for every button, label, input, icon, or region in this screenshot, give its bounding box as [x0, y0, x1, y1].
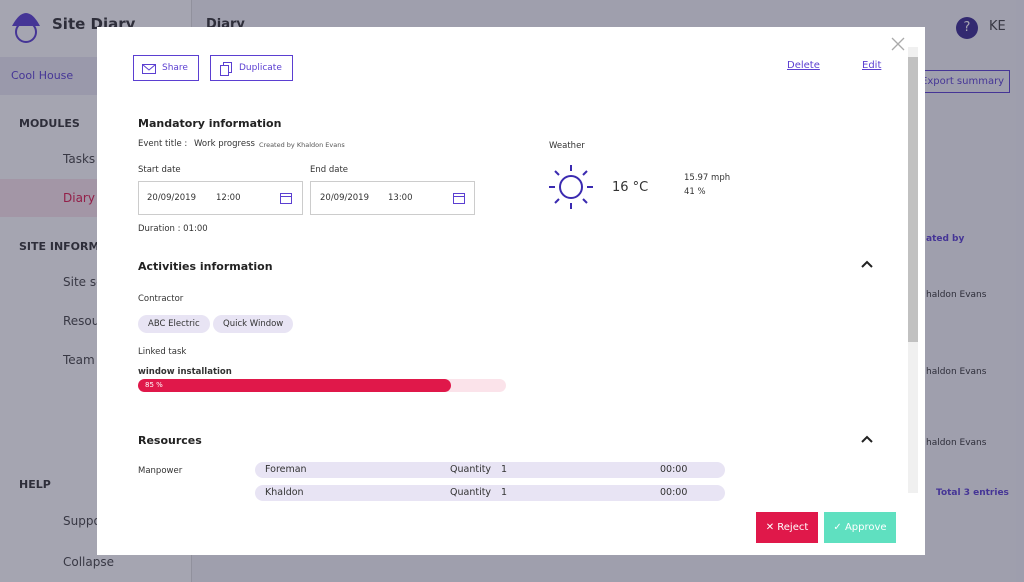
reject-label: Reject [777, 522, 809, 533]
resource-cell: Quantity [450, 464, 492, 475]
collapse-icon[interactable] [861, 435, 873, 443]
label: Contractor [138, 294, 184, 304]
resource-cell: Khaldon [265, 487, 304, 498]
duplicate-label: Duplicate [239, 63, 282, 73]
resource-cell: 1 [501, 464, 508, 475]
section-heading: Mandatory information [138, 117, 282, 130]
weather-label: Weather [549, 141, 585, 151]
start-input[interactable] [138, 181, 303, 215]
label: Manpower [138, 466, 183, 476]
temperature: 16 °C [612, 180, 649, 195]
resource-row: Khaldon Quantity 1 00:00 [255, 485, 725, 501]
resource-cell: 00:00 [660, 464, 688, 475]
project[interactable]: Cool House [11, 69, 74, 82]
resource-cell: 00:00 [660, 487, 688, 498]
label: Event title : [138, 139, 188, 149]
section-heading: MODULES [19, 117, 80, 130]
approve-button[interactable]: ✓ Approve [824, 512, 896, 543]
nav-item[interactable]: Team [63, 353, 95, 367]
cell: haldon Evans [926, 438, 987, 448]
start-date: 20/09/2019 [147, 193, 196, 203]
nav-item[interactable]: Tasks [63, 152, 96, 166]
calendar-icon[interactable] [280, 192, 292, 204]
collapse-icon[interactable] [861, 260, 873, 268]
section-heading: Resources [138, 434, 202, 447]
delete-link[interactable]: Delete [787, 60, 820, 71]
calendar-icon[interactable] [453, 192, 465, 204]
resource-cell: 1 [501, 487, 508, 498]
share-label: Share [162, 63, 188, 73]
created-by: Created by Khaldon Evans [259, 141, 345, 149]
start-time: 12:00 [216, 193, 241, 203]
cell: haldon Evans [926, 290, 987, 300]
nav-item[interactable]: Collapse [63, 555, 114, 569]
scrollbar[interactable] [908, 47, 918, 493]
nav-item[interactable]: Resour [63, 314, 105, 328]
section-heading: SITE INFORMA [19, 240, 108, 253]
progress-bar [138, 379, 451, 392]
event-title: Work progress [194, 139, 255, 149]
end-input[interactable] [310, 181, 475, 215]
wind: 15.97 mph [684, 173, 731, 183]
end-time: 13:00 [388, 193, 413, 203]
progress-track [138, 379, 506, 392]
nav-item[interactable]: Site se [63, 275, 104, 289]
end-date: 20/09/2019 [320, 193, 369, 203]
label: Linked task [138, 347, 187, 357]
help-button[interactable]: ? [956, 17, 978, 39]
resource-row: Foreman Quantity 1 00:00 [255, 462, 725, 478]
duplicate-button[interactable]: Duplicate [210, 55, 293, 81]
edit-link[interactable]: Edit [862, 60, 882, 71]
user-avatar[interactable]: KE [989, 19, 1006, 34]
total: Total 3 entries [936, 488, 1009, 498]
progress-label: 85 % [145, 381, 163, 389]
close-icon[interactable] [891, 37, 905, 51]
modal: Share Duplicate Delete Edit Mandatory in… [97, 27, 925, 555]
section-heading: HELP [19, 478, 51, 491]
resource-cell: Foreman [265, 464, 307, 475]
logo [12, 13, 40, 43]
label: End date [310, 165, 349, 175]
task-name: window installation [138, 367, 232, 377]
sun-icon [549, 165, 593, 209]
nav-item[interactable]: Diary [63, 191, 95, 205]
humidity: 41 % [684, 187, 706, 197]
contractor-chip: ABC Electric [138, 315, 210, 333]
column-header: ated by [926, 234, 965, 244]
contractor-chip: Quick Window [213, 315, 294, 333]
nav-item[interactable]: Suppo [63, 514, 101, 528]
reject-button[interactable]: ✕ Reject [756, 512, 818, 543]
duration: Duration : 01:00 [138, 224, 208, 234]
approve-label: Approve [844, 522, 887, 533]
label: Start date [138, 165, 181, 175]
resource-cell: Quantity [450, 487, 492, 498]
cell: haldon Evans [926, 367, 987, 377]
section-heading: Activities information [138, 260, 273, 273]
share-button[interactable]: Share [133, 55, 199, 81]
